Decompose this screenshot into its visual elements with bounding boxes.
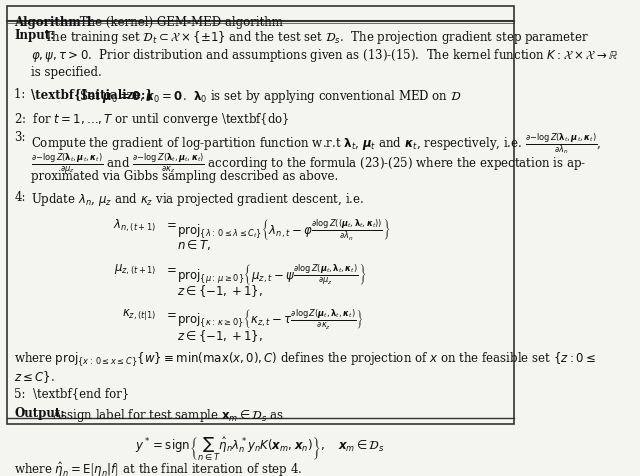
Text: $=$: $=$ <box>164 262 177 275</box>
Text: where $\mathrm{proj}_{\{x:\, 0 \leq x \leq C\}}\{w\} \equiv \min\left(\max(x, 0): where $\mathrm{proj}_{\{x:\, 0 \leq x \l… <box>14 350 596 369</box>
Text: Set $\boldsymbol{\mu}_0 = \mathbf{0}, \boldsymbol{\kappa}_0 = \mathbf{0}$.  $\bo: Set $\boldsymbol{\mu}_0 = \mathbf{0}, \b… <box>79 88 461 105</box>
FancyBboxPatch shape <box>6 6 514 424</box>
Text: $\mathrm{proj}_{\{\mu:\, \mu \geq 0\}}\left\{ \mu_{z,t} - \psi \frac{\partial \l: $\mathrm{proj}_{\{\mu:\, \mu \geq 0\}}\l… <box>177 262 367 287</box>
Text: 2:  for $t = 1, \ldots, T$ or until converge \textbf{do}: 2: for $t = 1, \ldots, T$ or until conve… <box>14 111 291 128</box>
Text: The (kernel) GEM-MED algorithm: The (kernel) GEM-MED algorithm <box>76 16 284 30</box>
Text: Algorithm 1: Algorithm 1 <box>14 16 93 30</box>
Text: 5:  \textbf{end for}: 5: \textbf{end for} <box>14 387 129 400</box>
Text: $\mathrm{proj}_{\{\lambda:\, 0 \leq \lambda \leq C_t\}}\left\{ \lambda_{n,t} - \: $\mathrm{proj}_{\{\lambda:\, 0 \leq \lam… <box>177 217 391 242</box>
Text: $\varphi, \psi, \tau > 0$.  Prior distribution and assumptions given as (13)-(15: $\varphi, \psi, \tau > 0$. Prior distrib… <box>31 47 618 64</box>
Text: \textbf{Initialize:}: \textbf{Initialize:} <box>31 88 153 101</box>
Text: where $\hat{\eta}_n = \mathrm{E}\left[\eta_n | f\right]$ at the final iteration : where $\hat{\eta}_n = \mathrm{E}\left[\e… <box>14 460 303 476</box>
Text: $\lambda_{n,(t+1)}$: $\lambda_{n,(t+1)}$ <box>113 217 157 234</box>
Text: $=$: $=$ <box>164 307 177 320</box>
Text: proximated via Gibbs sampling described as above.: proximated via Gibbs sampling described … <box>31 170 338 183</box>
Text: Output:: Output: <box>14 407 65 420</box>
Text: $\mu_{z,(t+1)}$: $\mu_{z,(t+1)}$ <box>114 262 157 277</box>
Text: $\frac{\partial{-\log Z(\boldsymbol{\lambda}_t, \boldsymbol{\mu}_t, \boldsymbol{: $\frac{\partial{-\log Z(\boldsymbol{\lam… <box>31 152 586 176</box>
Text: 3:: 3: <box>14 131 26 144</box>
Text: Assign label for test sample $\mathbf{x}_m \in \mathcal{D}_s$ as: Assign label for test sample $\mathbf{x}… <box>52 407 284 424</box>
Text: 4:: 4: <box>14 190 26 204</box>
Text: Input:: Input: <box>14 29 55 42</box>
Text: Update $\lambda_n$, $\mu_z$ and $\kappa_z$ via projected gradient descent, i.e.: Update $\lambda_n$, $\mu_z$ and $\kappa_… <box>31 190 364 208</box>
Text: is specified.: is specified. <box>31 66 102 79</box>
Text: $y^* = \mathrm{sign}\left\{ \sum_{n \in T} \hat{\eta}_n \lambda^*_n y_n K(\bolds: $y^* = \mathrm{sign}\left\{ \sum_{n \in … <box>136 436 385 463</box>
Text: $n \in T,$: $n \in T,$ <box>177 238 211 252</box>
Text: Compute the gradient of log-partition function w.r.t $\boldsymbol{\lambda}_t$, $: Compute the gradient of log-partition fu… <box>31 131 602 156</box>
Text: $z \leq C\}$.: $z \leq C\}$. <box>14 369 55 385</box>
Text: $z \in \{-1, +1\},$: $z \in \{-1, +1\},$ <box>177 283 263 299</box>
Text: The training set $\mathcal{D}_t \subset \mathcal{X} \times \{\pm 1\}$ and the te: The training set $\mathcal{D}_t \subset … <box>44 29 589 46</box>
Text: $\kappa_{z,(t|1)}$: $\kappa_{z,(t|1)}$ <box>122 307 157 322</box>
Text: 1:: 1: <box>14 88 33 101</box>
Text: $z \in \{-1, +1\},$: $z \in \{-1, +1\},$ <box>177 328 263 344</box>
Text: $=$: $=$ <box>164 217 177 230</box>
Text: $\mathrm{proj}_{\{\kappa:\, \kappa \geq 0\}}\left\{ \kappa_{z,t} - \tau \frac{\p: $\mathrm{proj}_{\{\kappa:\, \kappa \geq … <box>177 307 364 331</box>
